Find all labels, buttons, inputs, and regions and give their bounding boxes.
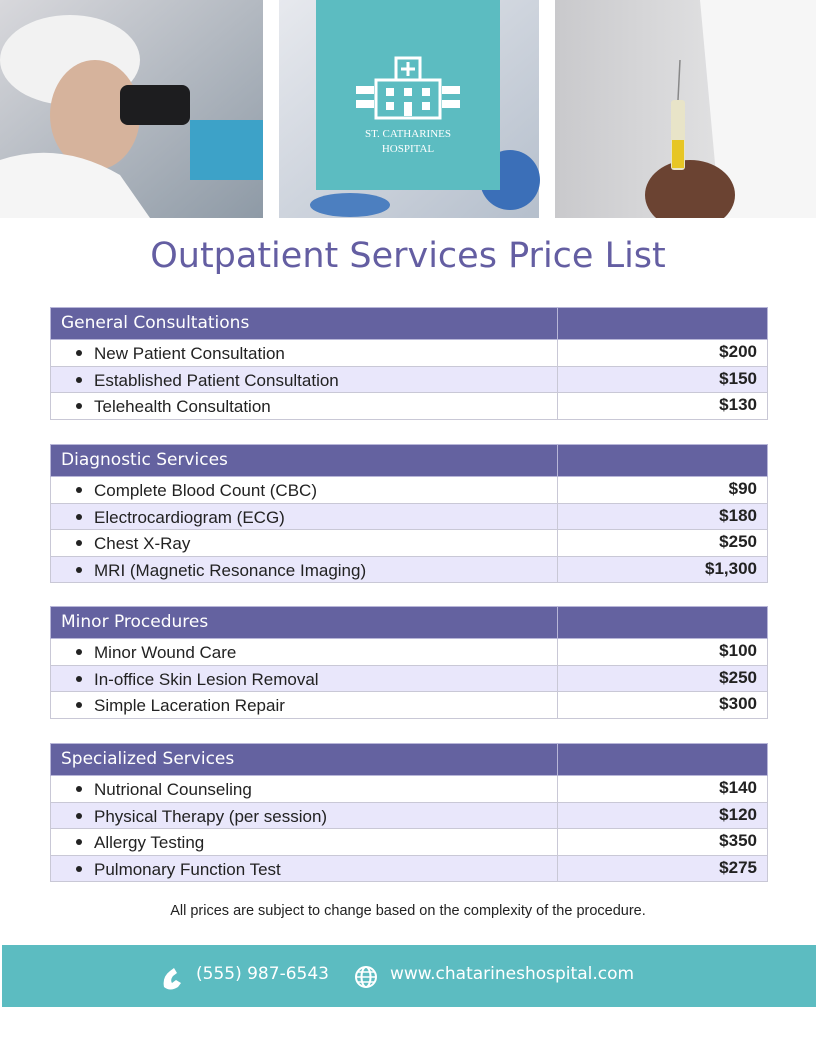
- price-row: Telehealth Consultation $130: [50, 393, 768, 420]
- price-row: Chest X-Ray $250: [50, 530, 768, 557]
- bullet: [76, 675, 82, 682]
- service-name: Electrocardiogram (ECG): [94, 507, 285, 527]
- service-price: $130: [719, 395, 757, 414]
- service-price: $90: [728, 479, 757, 498]
- section-header: Diagnostic Services: [50, 444, 768, 477]
- service-price: $120: [719, 804, 757, 824]
- column-divider: [557, 639, 558, 665]
- service-price: $200: [719, 342, 757, 361]
- column-divider: [557, 366, 558, 392]
- column-divider: [557, 607, 558, 638]
- bullet: [76, 786, 82, 792]
- column-divider: [557, 802, 558, 828]
- column-divider: [557, 855, 558, 881]
- price-row: New Patient Consultation $200: [50, 340, 768, 367]
- service-name: New Patient Consultation: [94, 344, 285, 363]
- section-heading: Specialized Services: [61, 749, 235, 769]
- service-name: Pulmonary Function Test: [94, 859, 281, 879]
- price-row: MRI (Magnetic Resonance Imaging) $1,300: [50, 556, 768, 583]
- bullet: [76, 376, 82, 383]
- service-price: $250: [719, 532, 757, 551]
- bullet: [76, 540, 82, 546]
- service-price: $1,300: [705, 558, 757, 578]
- service-name: Established Patient Consultation: [94, 370, 339, 390]
- price-row: Minor Wound Care $100: [50, 639, 768, 666]
- column-divider: [557, 308, 558, 339]
- photo-syringe: [555, 0, 816, 218]
- column-divider: [557, 744, 558, 775]
- section-header: Minor Procedures: [50, 606, 768, 639]
- price-row: Nutrional Counseling $140: [50, 776, 768, 803]
- phone-icon: [163, 968, 181, 990]
- photo-microscope: [0, 0, 263, 218]
- logo-line: HOSPITAL: [382, 143, 435, 155]
- section-heading: Minor Procedures: [61, 612, 209, 632]
- column-divider: [557, 556, 558, 582]
- bullet: [76, 839, 82, 845]
- service-name: In-office Skin Lesion Removal: [94, 669, 319, 689]
- column-divider: [557, 829, 558, 855]
- price-row: Complete Blood Count (CBC) $90: [50, 477, 768, 504]
- price-row: Simple Laceration Repair $300: [50, 692, 768, 719]
- service-name: Chest X-Ray: [94, 534, 191, 553]
- header-images: ST. CATHARINES HOSPITAL: [0, 0, 816, 218]
- column-divider: [557, 340, 558, 366]
- service-price: $180: [719, 505, 757, 525]
- service-name: Minor Wound Care: [94, 643, 237, 662]
- title: Outpatient Services Price List: [150, 236, 666, 276]
- service-name: MRI (Magnetic Resonance Imaging): [94, 560, 367, 580]
- price-row: Pulmonary Function Test $275: [50, 855, 768, 882]
- price-row: Physical Therapy (per session) $120: [50, 802, 768, 829]
- bullet: [76, 403, 82, 409]
- service-name: Telehealth Consultation: [94, 397, 271, 416]
- service-price: $275: [719, 857, 757, 877]
- column-divider: [557, 445, 558, 476]
- service-price: $140: [719, 778, 757, 797]
- column-divider: [557, 503, 558, 529]
- bullet: [76, 702, 82, 708]
- service-price: $100: [719, 641, 757, 660]
- column-divider: [557, 530, 558, 556]
- service-name: Allergy Testing: [94, 833, 205, 852]
- service-price: $300: [719, 694, 757, 713]
- price-row: Established Patient Consultation $150: [50, 366, 768, 393]
- service-price: $250: [719, 667, 757, 687]
- service-price: $150: [719, 368, 757, 388]
- service-name: Nutrional Counseling: [94, 780, 252, 799]
- section-heading: Diagnostic Services: [61, 450, 228, 470]
- website: www.chatarineshospital.com: [390, 964, 635, 984]
- price-row: Electrocardiogram (ECG) $180: [50, 503, 768, 530]
- globe-icon: [355, 966, 377, 988]
- logo-box: ST. CATHARINES HOSPITAL: [316, 0, 500, 190]
- footer-band: (555) 987-6543 www.chatarineshospital.co…: [2, 945, 816, 1007]
- bullet: [76, 566, 82, 573]
- column-divider: [557, 477, 558, 503]
- bullet: [76, 350, 82, 356]
- column-divider: [557, 393, 558, 419]
- column-divider: [557, 692, 558, 718]
- bullet: [76, 513, 82, 520]
- service-name: Simple Laceration Repair: [94, 696, 285, 715]
- section-header: Specialized Services: [50, 743, 768, 776]
- section-header: General Consultations: [50, 307, 768, 340]
- bullet: [76, 487, 82, 493]
- price-row: In-office Skin Lesion Removal $250: [50, 665, 768, 692]
- logo-line: ST. CATHARINES: [365, 128, 451, 140]
- price-row: Allergy Testing $350: [50, 829, 768, 856]
- service-price: $350: [719, 831, 757, 850]
- note: All prices are subject to change based o…: [170, 903, 646, 919]
- bullet: [76, 812, 82, 819]
- column-divider: [557, 776, 558, 802]
- service-name: Physical Therapy (per session): [94, 806, 328, 826]
- bullet: [76, 649, 82, 655]
- column-divider: [557, 665, 558, 691]
- section-heading: General Consultations: [61, 313, 250, 333]
- service-name: Complete Blood Count (CBC): [94, 481, 317, 500]
- bullet: [76, 865, 82, 872]
- phone: (555) 987-6543: [196, 964, 329, 984]
